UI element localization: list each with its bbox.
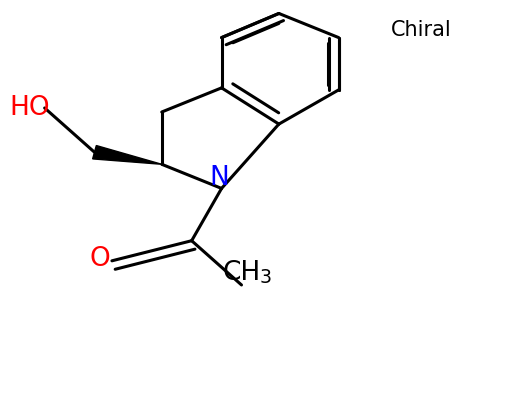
Text: Chiral: Chiral [391, 19, 452, 40]
Text: N: N [209, 165, 229, 192]
Text: HO: HO [9, 95, 50, 121]
Text: 3: 3 [260, 268, 271, 287]
Text: O: O [89, 246, 110, 272]
Polygon shape [93, 145, 162, 164]
Text: CH: CH [222, 260, 261, 286]
